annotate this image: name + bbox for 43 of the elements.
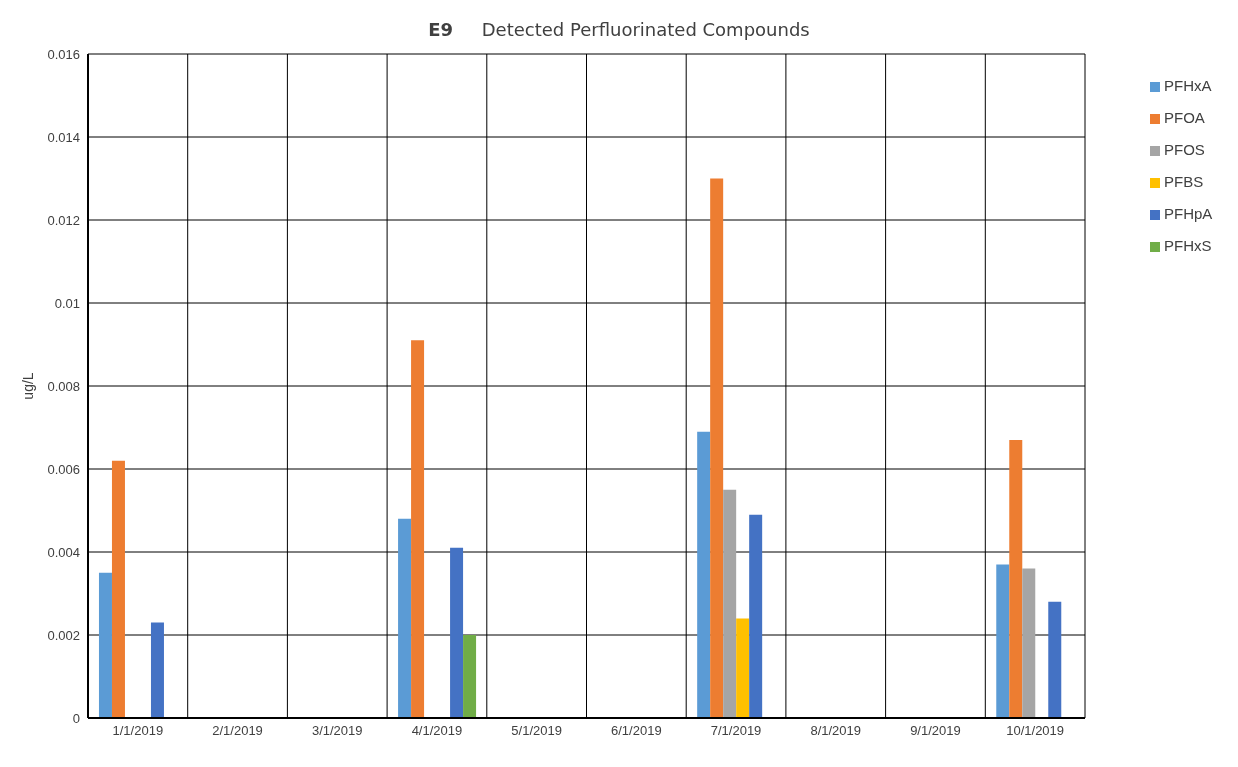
x-tick-label: 3/1/2019 [311,723,363,739]
bar [736,618,750,718]
bar [1009,439,1023,718]
x-tick-label: 7/1/2019 [710,723,762,739]
y-tick-label: 0.016 [47,46,80,62]
chart-title: E9 Detected Perfluorinated Compounds [428,19,810,40]
legend-label: PFOA [1164,109,1205,126]
y-tick-label: 0.004 [47,544,80,560]
x-tick-label: 6/1/2019 [611,723,662,739]
legend-label: PFHxS [1164,237,1212,254]
x-tick-label: 10/1/2019 [1006,723,1065,739]
bar [411,340,425,718]
x-tick-label: 5/1/2019 [511,723,562,739]
legend-label: PFHpA [1164,205,1213,222]
bar [697,431,711,718]
legend-label: PFHxA [1164,77,1212,94]
legend-label: PFBS [1164,173,1204,190]
bar [98,572,112,718]
bar [463,635,477,718]
bar [398,518,412,718]
bar [1022,568,1036,718]
bar [749,514,763,718]
y-tick-label: 0.014 [47,129,80,145]
bar [111,460,125,718]
bar [450,547,464,718]
bar [150,622,164,718]
y-tick-label: 0.008 [47,378,80,394]
legend-label: PFOS [1164,141,1205,158]
bar [710,178,724,718]
y-tick-label: 0 [72,710,80,726]
x-tick-label: 2/1/2019 [212,723,263,739]
y-tick-label: 0.002 [47,627,80,643]
bar [996,564,1010,718]
bar [1048,601,1062,718]
y-tick-label: 0.012 [47,212,80,228]
y-tick-label: 0.01 [54,295,80,311]
x-tick-label: 1/1/2019 [112,723,164,739]
x-tick-label: 8/1/2019 [810,723,862,739]
y-axis-title: ug/L [19,372,36,400]
x-tick-label: 9/1/2019 [910,723,961,739]
bar [723,489,737,718]
y-tick-label: 0.006 [47,461,80,477]
x-tick-label: 4/1/2019 [411,723,463,739]
